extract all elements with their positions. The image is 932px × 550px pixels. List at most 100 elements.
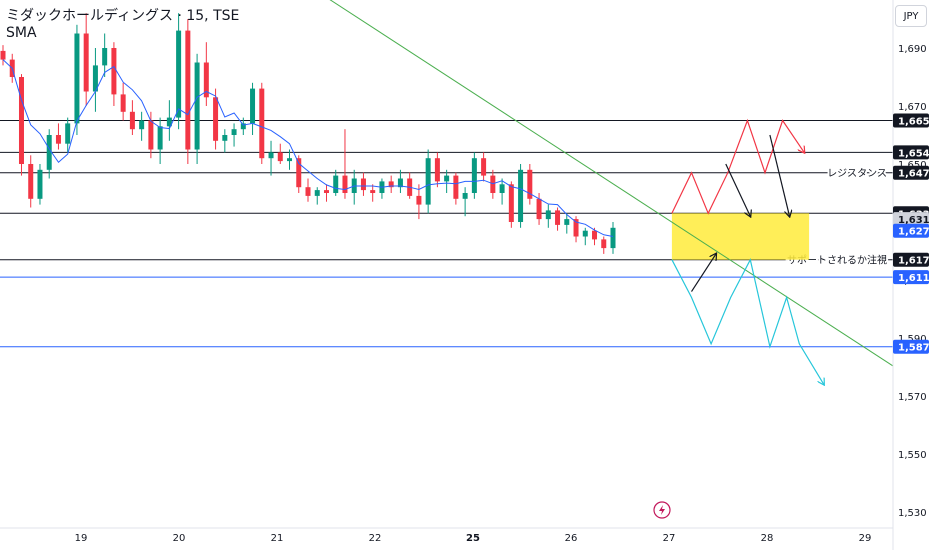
candle-body [18, 77, 24, 164]
event-icons [653, 501, 671, 519]
candle-body [490, 175, 496, 193]
candle-body [388, 181, 394, 188]
candle-body [416, 195, 422, 205]
candle-body [305, 187, 311, 196]
candle-body [92, 65, 98, 92]
candle-body [213, 97, 219, 141]
candle-body [157, 126, 163, 150]
level-price-tag: 1,611 [898, 273, 930, 284]
level-price-tag-bg [893, 270, 929, 285]
level-price-tag: 1,654 [898, 148, 930, 159]
candle-body [314, 190, 320, 196]
candle-body [555, 210, 561, 225]
candle-body [185, 30, 191, 150]
candle-body [518, 169, 524, 222]
candle-body [240, 123, 246, 130]
scenario-down-path [671, 257, 824, 385]
candle-body [592, 230, 598, 240]
lightning-glyph [659, 505, 665, 515]
projection-arrow [690, 254, 717, 292]
x-tick-label: 27 [663, 533, 676, 544]
level-price-tag: 1,665 [898, 117, 930, 128]
candle-body [259, 88, 265, 159]
sma-price-tag: 1,627 [898, 227, 930, 238]
candle-body [434, 158, 440, 182]
candle-body [102, 48, 108, 66]
target-zone [671, 213, 810, 260]
candlesticks [0, 13, 616, 254]
candle-body [573, 219, 579, 237]
candle-body [0, 50, 6, 60]
candle-body [148, 120, 154, 150]
candle-body [139, 120, 145, 130]
level-price-tag: 1,617 [898, 256, 930, 267]
x-tick-label: 25 [466, 533, 480, 544]
level-annotation: サポートされるか注視 [787, 254, 887, 267]
candle-body [564, 219, 570, 225]
candle-body [296, 158, 302, 188]
y-tick-label: 1,590 [898, 334, 927, 345]
level-price-tag-bg [893, 113, 929, 128]
last-price-tag: 1,631 [898, 215, 930, 226]
x-tick-label: 28 [761, 533, 774, 544]
candle-body [536, 198, 542, 220]
candle-body [129, 111, 135, 130]
candle-body [231, 129, 237, 135]
y-tick-label: 1,570 [898, 392, 927, 403]
candle-body [268, 152, 274, 159]
candle-body [277, 152, 283, 162]
projection-arrow [769, 134, 790, 216]
candle-body [444, 175, 450, 182]
candle-body [582, 230, 588, 237]
candle-body [462, 193, 468, 199]
candle-body [342, 175, 348, 193]
candle-body [323, 190, 329, 193]
candle-body [425, 158, 431, 205]
candle-body [74, 33, 80, 124]
candle-body [194, 62, 200, 150]
candle-body [65, 123, 71, 144]
target-zone-rect [671, 213, 810, 260]
candle-body [453, 175, 459, 199]
scenario-paths [671, 118, 824, 385]
level-price-tag: 1,647 [898, 169, 930, 180]
candle-body [601, 239, 607, 249]
candle-body [111, 48, 117, 95]
level-price-tag-bg [893, 339, 929, 354]
projection-arrow [725, 163, 751, 216]
price-axis[interactable]: 1,6901,6701,6501,6301,6101,5901,5701,550… [892, 0, 932, 550]
level-price-tag-bg [893, 145, 929, 160]
candle-body [166, 117, 172, 127]
trendline [329, 0, 932, 392]
candle-body [250, 88, 256, 124]
trendline-segment [329, 0, 932, 392]
y-tick-label: 1,650 [898, 160, 927, 171]
level-annotation: レジスタンス [827, 168, 887, 180]
level-price-tag: 1,587 [898, 343, 930, 354]
candle-body [176, 30, 182, 118]
candle-body [120, 94, 126, 112]
sma-line [2, 59, 614, 237]
symbol-title[interactable]: ミダックホールディングス · 15, TSE [6, 8, 240, 24]
candle-body [545, 210, 551, 220]
y-tick-label: 1,530 [898, 508, 927, 519]
indicator-label[interactable]: SMA [6, 25, 37, 41]
currency-button[interactable]: JPY [895, 5, 927, 27]
candle-body [28, 164, 34, 199]
x-tick-label: 26 [565, 533, 578, 544]
sma-price-tag-bg [893, 223, 929, 238]
candle-body [360, 178, 366, 191]
level-price-tag-bg [893, 252, 929, 267]
chart-legend: ミダックホールディングス · 15, TSE SMA [6, 8, 239, 42]
sma-polyline [2, 59, 614, 237]
time-axis[interactable]: 19 20 21 22 25 26 27 28 29 [0, 527, 893, 544]
candle-body [287, 158, 293, 162]
scenario-up-path [671, 118, 804, 215]
candle-body [499, 184, 505, 193]
y-tick-label: 1,550 [898, 450, 927, 461]
candle-body [481, 158, 487, 176]
x-tick-label: 19 [75, 533, 88, 544]
x-tick-label: 22 [369, 533, 382, 544]
candle-body [203, 62, 209, 98]
